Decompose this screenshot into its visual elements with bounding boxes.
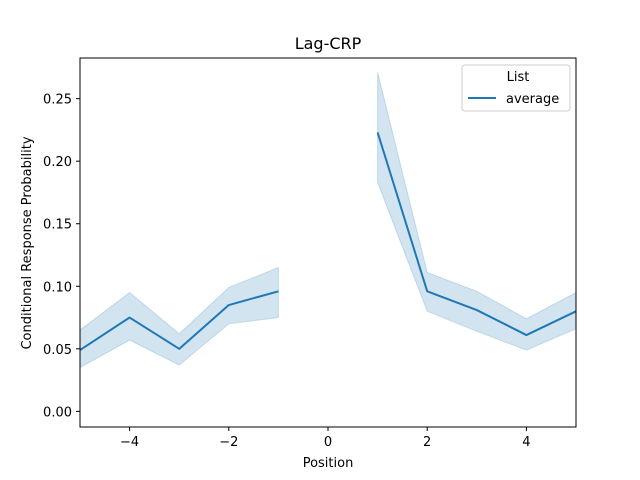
x-tick-label: 2 (423, 435, 431, 450)
x-axis-label: Position (303, 456, 354, 471)
x-tick-label: −2 (219, 435, 238, 450)
x-tick-label: −4 (120, 435, 139, 450)
plot-area (79, 72, 577, 369)
y-axis-label: Conditional Response Probability (20, 136, 35, 349)
legend: List average (461, 64, 571, 112)
legend-box (461, 64, 571, 112)
axes: −4 −2 0 2 4 0.00 0.05 0.10 0.15 0.20 0.25 (43, 57, 577, 450)
y-tick-label: 0.05 (43, 343, 72, 358)
series-line-0-1 (376, 132, 577, 337)
legend-entry-average: average (506, 92, 559, 107)
y-tick-label: 0.15 (43, 218, 72, 233)
chart-title: Lag-CRP (295, 34, 362, 53)
y-tick-label: 0.10 (43, 280, 72, 295)
legend-title: List (507, 70, 530, 85)
confidence-band-0-0 (79, 266, 279, 369)
confidence-band-0-1 (377, 72, 577, 351)
x-tick-label: 4 (522, 435, 530, 450)
y-tick-label: 0.20 (43, 155, 72, 170)
series-line-0-0 (79, 290, 279, 351)
axes-frame (79, 57, 577, 428)
x-tick-label: 0 (324, 435, 332, 450)
y-tick-label: 0.25 (43, 93, 72, 108)
y-tick-label: 0.00 (43, 405, 72, 420)
